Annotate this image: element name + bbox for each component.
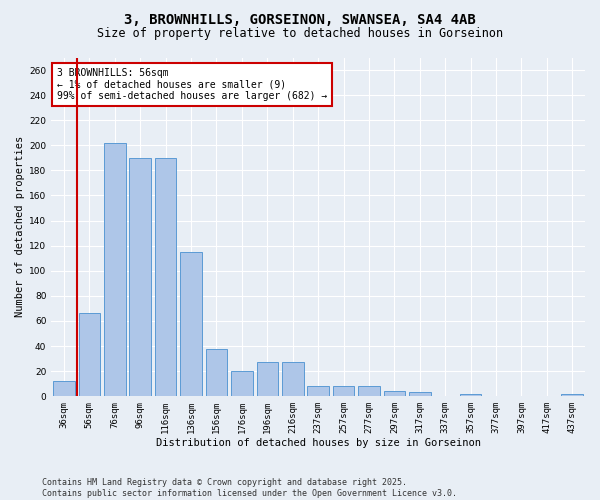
Bar (307, 386, 329, 396)
Text: 3 BROWNHILLS: 56sqm
← 1% of detached houses are smaller (9)
99% of semi-detached: 3 BROWNHILLS: 56sqm ← 1% of detached hou… (56, 68, 327, 101)
Bar (155, 158, 176, 396)
Bar (206, 348, 227, 396)
X-axis label: Distribution of detached houses by size in Gorseinon: Distribution of detached houses by size … (155, 438, 481, 448)
Bar (180, 252, 202, 396)
Bar (460, 394, 481, 396)
Bar (79, 314, 100, 396)
Text: 3, BROWNHILLS, GORSEINON, SWANSEA, SA4 4AB: 3, BROWNHILLS, GORSEINON, SWANSEA, SA4 4… (124, 12, 476, 26)
Bar (383, 391, 405, 396)
Bar (257, 362, 278, 396)
Y-axis label: Number of detached properties: Number of detached properties (15, 136, 25, 318)
Bar (53, 381, 75, 396)
Bar (358, 386, 380, 396)
Bar (231, 371, 253, 396)
Bar (282, 362, 304, 396)
Text: Contains HM Land Registry data © Crown copyright and database right 2025.
Contai: Contains HM Land Registry data © Crown c… (42, 478, 457, 498)
Bar (562, 394, 583, 396)
Bar (333, 386, 355, 396)
Bar (130, 158, 151, 396)
Bar (104, 143, 125, 396)
Text: Size of property relative to detached houses in Gorseinon: Size of property relative to detached ho… (97, 28, 503, 40)
Bar (409, 392, 431, 396)
